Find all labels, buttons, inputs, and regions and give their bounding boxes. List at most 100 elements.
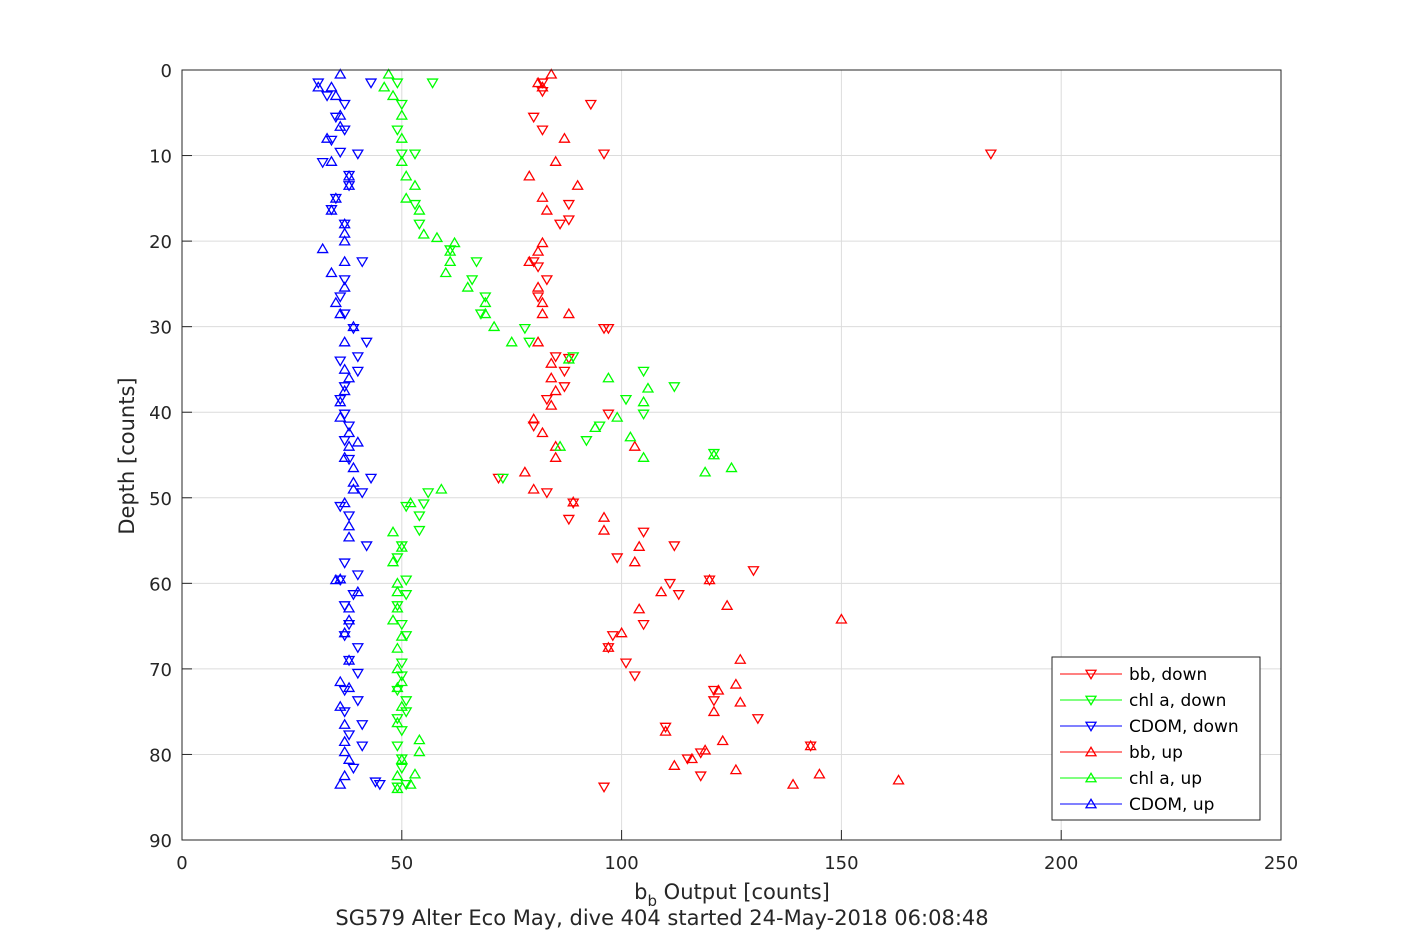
- data-point: [444, 255, 457, 267]
- data-point: [602, 409, 615, 420]
- data-point: [549, 451, 562, 462]
- data-point: [334, 292, 347, 303]
- data-point: [334, 109, 347, 120]
- data-point: [391, 685, 404, 697]
- data-point: [531, 262, 545, 273]
- data-point: [400, 590, 413, 601]
- data-point: [479, 307, 492, 319]
- y-axis-ticks: 0 10 20 30 40 50 60 70 80 90: [149, 61, 192, 852]
- data-point: [395, 99, 408, 111]
- data-point: [659, 725, 672, 736]
- data-point: [334, 700, 347, 711]
- data-point: [395, 700, 408, 711]
- data-point: [562, 353, 575, 364]
- data-point: [338, 363, 351, 374]
- data-point: [325, 135, 338, 147]
- data-point: [751, 714, 765, 725]
- data-point: [536, 81, 549, 92]
- data-point: [334, 120, 347, 131]
- data-point: [523, 337, 536, 349]
- data-point: [580, 436, 593, 447]
- data-point: [465, 275, 479, 286]
- data-point: [395, 149, 408, 160]
- data-point: [527, 257, 540, 268]
- data-point: [364, 473, 378, 485]
- series-1: [391, 78, 721, 793]
- data-point: [545, 68, 558, 79]
- data-point: [360, 337, 373, 349]
- data-point: [334, 411, 347, 422]
- data-point: [637, 409, 650, 420]
- data-point: [347, 320, 360, 332]
- data-point: [725, 461, 738, 473]
- data-point: [391, 782, 404, 794]
- data-point: [404, 778, 417, 789]
- data-point: [413, 733, 426, 745]
- data-point: [342, 426, 356, 438]
- data-point: [329, 296, 342, 308]
- data-point: [558, 132, 571, 143]
- data-point: [527, 421, 540, 432]
- data-point: [338, 769, 351, 781]
- data-point: [720, 599, 734, 610]
- data-point: [413, 219, 426, 231]
- data-point: [364, 78, 378, 89]
- data-point: [395, 155, 408, 166]
- data-point: [422, 488, 435, 499]
- data-point: [487, 320, 501, 332]
- data-point: [347, 763, 360, 775]
- data-point: [338, 275, 351, 286]
- y-tick-label: 20: [149, 232, 172, 253]
- data-point: [417, 228, 430, 239]
- series-5: [312, 68, 364, 789]
- data-point: [342, 602, 356, 613]
- data-point: [562, 199, 575, 211]
- data-point: [531, 76, 545, 88]
- data-point: [338, 631, 351, 642]
- series-3: [518, 68, 905, 789]
- data-point: [342, 681, 356, 693]
- data-point: [545, 371, 558, 383]
- x-axis-ticks: 0 50 100 150 200 250: [176, 830, 1298, 874]
- data-point: [395, 132, 408, 143]
- legend-swatch-marker: [1084, 797, 1098, 809]
- data-point: [624, 431, 637, 442]
- data-point: [413, 204, 426, 215]
- data-point: [378, 81, 391, 92]
- legend-box: [1051, 656, 1261, 821]
- data-point: [479, 292, 492, 303]
- data-point: [567, 496, 580, 507]
- data-point: [351, 696, 364, 707]
- y-tick-label: 50: [149, 489, 172, 510]
- data-point: [338, 496, 351, 508]
- data-point: [338, 281, 351, 292]
- data-point: [668, 541, 681, 552]
- data-point: [356, 720, 369, 731]
- data-point: [527, 413, 540, 424]
- y-tick-label: 60: [149, 574, 172, 595]
- data-point: [347, 476, 360, 487]
- legend-entry-label: bb, up: [1129, 743, 1183, 763]
- data-point: [712, 684, 725, 695]
- data-point: [338, 451, 351, 462]
- data-point: [312, 78, 325, 89]
- data-point: [698, 466, 712, 477]
- data-point: [391, 78, 404, 89]
- data-point: [356, 257, 369, 268]
- data-point: [531, 336, 545, 347]
- data-point: [633, 602, 646, 614]
- data-point: [553, 440, 567, 451]
- data-point: [734, 696, 747, 707]
- data-point: [523, 255, 536, 267]
- data-point: [611, 553, 624, 564]
- data-point: [391, 769, 404, 781]
- data-point: [619, 394, 633, 406]
- data-point: [496, 473, 510, 485]
- data-point: [342, 753, 356, 764]
- data-point: [347, 590, 360, 601]
- x-axis-label-subscript: b: [647, 892, 657, 910]
- data-point: [329, 573, 342, 585]
- data-point: [391, 602, 404, 613]
- data-point: [672, 590, 685, 601]
- data-point: [540, 394, 554, 406]
